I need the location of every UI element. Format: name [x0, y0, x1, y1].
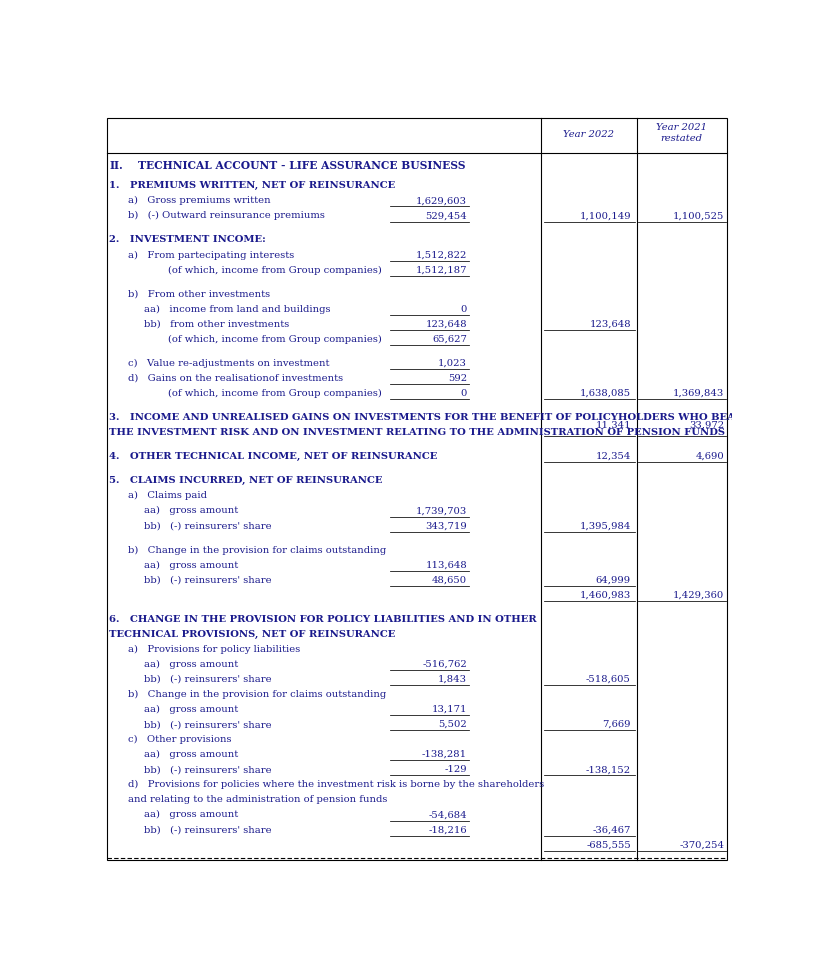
Text: 1,395,984: 1,395,984 — [580, 522, 631, 530]
Text: 12,354: 12,354 — [595, 452, 631, 461]
Text: 343,719: 343,719 — [425, 522, 467, 530]
Text: 0: 0 — [461, 305, 467, 313]
Text: -36,467: -36,467 — [593, 825, 631, 835]
Text: 2.   INVESTMENT INCOME:: 2. INVESTMENT INCOME: — [109, 235, 266, 244]
Text: 1,739,703: 1,739,703 — [415, 506, 467, 516]
Text: 1,100,149: 1,100,149 — [580, 211, 631, 220]
Text: -370,254: -370,254 — [679, 841, 724, 849]
Text: a)   Claims paid: a) Claims paid — [128, 491, 207, 500]
Text: a)   Gross premiums written: a) Gross premiums written — [128, 197, 271, 205]
Text: 1.   PREMIUMS WRITTEN, NET OF REINSURANCE: 1. PREMIUMS WRITTEN, NET OF REINSURANCE — [109, 181, 395, 191]
Text: 1,429,360: 1,429,360 — [673, 591, 724, 599]
Text: 1,460,983: 1,460,983 — [580, 591, 631, 599]
Text: aa)   gross amount: aa) gross amount — [145, 704, 239, 714]
Text: aa)   gross amount: aa) gross amount — [145, 560, 239, 569]
Text: -18,216: -18,216 — [428, 825, 467, 835]
Text: -685,555: -685,555 — [586, 841, 631, 849]
Text: aa)   gross amount: aa) gross amount — [145, 660, 239, 668]
Text: 5.   CLAIMS INCURRED, NET OF REINSURANCE: 5. CLAIMS INCURRED, NET OF REINSURANCE — [109, 476, 383, 486]
Text: 6.   CHANGE IN THE PROVISION FOR POLICY LIABILITIES AND IN OTHER: 6. CHANGE IN THE PROVISION FOR POLICY LI… — [109, 615, 537, 624]
Text: -54,684: -54,684 — [428, 811, 467, 819]
Text: 13,171: 13,171 — [432, 705, 467, 714]
Text: 0: 0 — [461, 389, 467, 398]
Text: 123,648: 123,648 — [425, 320, 467, 329]
Text: TECHNICAL ACCOUNT - LIFE ASSURANCE BUSINESS: TECHNICAL ACCOUNT - LIFE ASSURANCE BUSIN… — [138, 160, 466, 171]
Text: TECHNICAL PROVISIONS, NET OF REINSURANCE: TECHNICAL PROVISIONS, NET OF REINSURANCE — [109, 630, 396, 638]
Text: -138,281: -138,281 — [422, 750, 467, 759]
Text: 64,999: 64,999 — [596, 576, 631, 585]
Text: 65,627: 65,627 — [433, 335, 467, 343]
Text: 1,638,085: 1,638,085 — [580, 389, 631, 398]
Text: 4.   OTHER TECHNICAL INCOME, NET OF REINSURANCE: 4. OTHER TECHNICAL INCOME, NET OF REINSU… — [109, 452, 437, 461]
Text: 7,669: 7,669 — [602, 720, 631, 729]
Text: c)   Value re-adjustments on investment: c) Value re-adjustments on investment — [128, 359, 329, 368]
Text: d)   Provisions for policies where the investment risk is borne by the sharehold: d) Provisions for policies where the inv… — [128, 780, 545, 789]
Text: bb)   (-) reinsurers' share: bb) (-) reinsurers' share — [145, 675, 272, 684]
Text: 123,648: 123,648 — [589, 320, 631, 329]
Text: c)   Other provisions: c) Other provisions — [128, 735, 232, 744]
Text: 5,502: 5,502 — [438, 720, 467, 729]
Text: b)   From other investments: b) From other investments — [128, 290, 270, 299]
Text: aa)   gross amount: aa) gross amount — [145, 750, 239, 759]
Text: 33,972: 33,972 — [689, 420, 724, 429]
Text: aa)   gross amount: aa) gross amount — [145, 506, 239, 516]
Text: 1,100,525: 1,100,525 — [673, 211, 724, 220]
Text: a)   Provisions for policy liabilities: a) Provisions for policy liabilities — [128, 645, 300, 654]
Text: aa)   gross amount: aa) gross amount — [145, 811, 239, 819]
Text: bb)   (-) reinsurers' share: bb) (-) reinsurers' share — [145, 522, 272, 530]
Text: 1,023: 1,023 — [438, 359, 467, 368]
Text: Year 2022: Year 2022 — [563, 130, 615, 139]
Text: bb)   (-) reinsurers' share: bb) (-) reinsurers' share — [145, 825, 272, 835]
Text: d)   Gains on the realisationof investments: d) Gains on the realisationof investment… — [128, 374, 343, 382]
Text: 592: 592 — [448, 374, 467, 382]
Text: Year 2021
restated: Year 2021 restated — [656, 124, 707, 143]
Text: b)   Change in the provision for claims outstanding: b) Change in the provision for claims ou… — [128, 690, 386, 699]
Text: a)   From partecipating interests: a) From partecipating interests — [128, 250, 294, 260]
Text: -516,762: -516,762 — [422, 660, 467, 668]
Text: 1,369,843: 1,369,843 — [673, 389, 724, 398]
Text: 113,648: 113,648 — [425, 560, 467, 569]
Text: aa)   income from land and buildings: aa) income from land and buildings — [145, 305, 331, 313]
Text: 3.   INCOME AND UNREALISED GAINS ON INVESTMENTS FOR THE BENEFIT OF POLICYHOLDERS: 3. INCOME AND UNREALISED GAINS ON INVEST… — [109, 413, 743, 422]
Text: b)   (-) Outward reinsurance premiums: b) (-) Outward reinsurance premiums — [128, 211, 325, 221]
Text: 4,690: 4,690 — [695, 452, 724, 461]
Text: (of which, income from Group companies): (of which, income from Group companies) — [167, 266, 381, 274]
Text: bb)   (-) reinsurers' share: bb) (-) reinsurers' share — [145, 765, 272, 775]
Text: -518,605: -518,605 — [586, 675, 631, 684]
Text: bb)   from other investments: bb) from other investments — [145, 320, 289, 329]
Text: b)   Change in the provision for claims outstanding: b) Change in the provision for claims ou… — [128, 546, 386, 555]
Text: -138,152: -138,152 — [585, 765, 631, 775]
Text: -129: -129 — [445, 765, 467, 775]
Text: bb)   (-) reinsurers' share: bb) (-) reinsurers' share — [145, 576, 272, 585]
Text: II.: II. — [109, 160, 123, 171]
Text: (of which, income from Group companies): (of which, income from Group companies) — [167, 389, 381, 398]
Text: 1,512,187: 1,512,187 — [415, 266, 467, 274]
Text: and relating to the administration of pension funds: and relating to the administration of pe… — [128, 795, 388, 805]
Text: bb)   (-) reinsurers' share: bb) (-) reinsurers' share — [145, 720, 272, 729]
Text: 1,512,822: 1,512,822 — [415, 250, 467, 260]
Text: 1,843: 1,843 — [438, 675, 467, 684]
Text: 1,629,603: 1,629,603 — [416, 197, 467, 205]
Text: 11,341: 11,341 — [595, 420, 631, 429]
Text: 529,454: 529,454 — [425, 211, 467, 220]
Text: 48,650: 48,650 — [432, 576, 467, 585]
Text: THE INVESTMENT RISK AND ON INVESTMENT RELATING TO THE ADMINISTRATION OF PENSION : THE INVESTMENT RISK AND ON INVESTMENT RE… — [109, 428, 725, 437]
Text: (of which, income from Group companies): (of which, income from Group companies) — [167, 335, 381, 343]
